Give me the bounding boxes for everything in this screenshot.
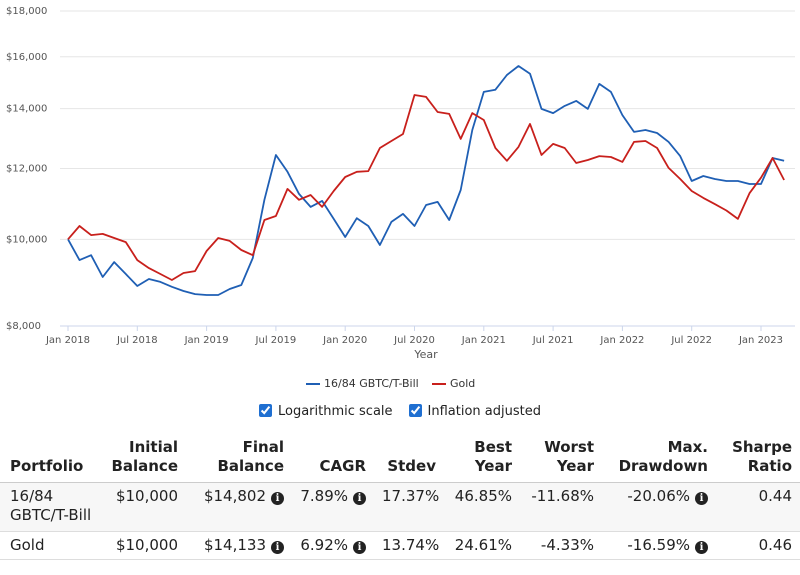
series-line bbox=[67, 94, 785, 281]
legend-item: Gold bbox=[432, 377, 475, 390]
table-cell: 17.37% bbox=[374, 482, 444, 532]
cell-text: $14,133 bbox=[203, 536, 266, 554]
column-header: Sharpe Ratio bbox=[716, 436, 800, 483]
x-tick-label: Jan 2023 bbox=[738, 335, 783, 346]
info-icon[interactable]: i bbox=[271, 492, 284, 505]
column-header: Max. Drawdown bbox=[602, 436, 716, 483]
x-tick-label: Jul 2020 bbox=[393, 335, 435, 346]
y-tick-label: $14,000 bbox=[6, 104, 47, 115]
column-header: Final Balance bbox=[186, 436, 292, 483]
column-header: Initial Balance bbox=[100, 436, 186, 483]
x-tick-label: Jan 2019 bbox=[184, 335, 229, 346]
table-cell: 0.46 bbox=[716, 531, 800, 560]
cell-text: Gold bbox=[10, 536, 45, 554]
column-header: Best Year bbox=[444, 436, 520, 483]
table-row: Gold $10,000 $14,133 i 6.92% i 13.74% 24.61% -4.… bbox=[0, 531, 800, 560]
cell-text: -16.59% bbox=[627, 536, 690, 554]
x-tick-label: Jan 2018 bbox=[45, 335, 90, 346]
cell-text: 0.46 bbox=[758, 536, 792, 554]
cell-text: 7.89% bbox=[300, 487, 348, 505]
info-icon[interactable]: i bbox=[353, 492, 366, 505]
header-row: Portfolio Initial Balance Final Balance CAG… bbox=[0, 436, 800, 483]
info-icon[interactable]: i bbox=[353, 541, 366, 554]
info-icon[interactable]: i bbox=[271, 541, 284, 554]
legend-label: Gold bbox=[450, 377, 475, 390]
checkbox[interactable]: Inflation adjusted bbox=[408, 404, 541, 419]
controls: Logarithmic scale Inflation adjusted bbox=[0, 404, 800, 419]
results-table: Portfolio Initial Balance Final Balance CAG… bbox=[0, 436, 800, 560]
column-header: Worst Year bbox=[520, 436, 602, 483]
table-cell: 46.85% bbox=[444, 482, 520, 532]
table-cell: -16.59% i bbox=[602, 531, 716, 560]
column-header: Stdev bbox=[374, 436, 444, 483]
table-cell: Gold bbox=[0, 531, 100, 560]
cell-text: 24.61% bbox=[454, 536, 512, 554]
cell-text: 0.44 bbox=[758, 487, 792, 505]
cell-text: 16/84 GBTC/T-Bill bbox=[10, 487, 92, 524]
x-tick-label: Jan 2020 bbox=[322, 335, 367, 346]
x-tick-label: Jan 2021 bbox=[461, 335, 506, 346]
table-cell: $14,802 i bbox=[186, 482, 292, 532]
y-tick-label: $10,000 bbox=[6, 234, 47, 245]
cell-text: 17.37% bbox=[382, 487, 440, 505]
table-cell: -4.33% bbox=[520, 531, 602, 560]
cell-text: $10,000 bbox=[115, 487, 178, 505]
table-row: 16/84 GBTC/T-Bill $10,000 $14,802 i 7.89% i 17… bbox=[0, 482, 800, 532]
y-tick-label: $18,000 bbox=[6, 6, 47, 17]
table-cell: -11.68% bbox=[520, 482, 602, 532]
checkbox-label: Inflation adjusted bbox=[427, 404, 541, 419]
table-cell: -20.06% i bbox=[602, 482, 716, 532]
x-axis-title: Year bbox=[413, 348, 438, 361]
x-tick-label: Jul 2019 bbox=[255, 335, 297, 346]
table-cell: $14,133 i bbox=[186, 531, 292, 560]
info-icon[interactable]: i bbox=[695, 541, 708, 554]
cell-text: 6.92% bbox=[300, 536, 348, 554]
cell-text: -4.33% bbox=[540, 536, 594, 554]
table-cell: 0.44 bbox=[716, 482, 800, 532]
checkbox-label: Logarithmic scale bbox=[278, 404, 393, 419]
table-cell: $10,000 bbox=[100, 482, 186, 532]
cell-text: $14,802 bbox=[203, 487, 266, 505]
legend-item: 16/84 GBTC/T-Bill bbox=[306, 377, 419, 390]
cell-text: $10,000 bbox=[115, 536, 178, 554]
series-line bbox=[67, 65, 785, 296]
table-cell: 7.89% i bbox=[292, 482, 374, 532]
checkbox-input[interactable] bbox=[408, 404, 422, 417]
table-cell: 16/84 GBTC/T-Bill bbox=[0, 482, 100, 532]
x-tick-label: Jul 2021 bbox=[532, 335, 574, 346]
table-cell: 13.74% bbox=[374, 531, 444, 560]
x-tick-label: Jan 2022 bbox=[599, 335, 644, 346]
y-tick-label: $8,000 bbox=[6, 321, 41, 332]
table-cell: $10,000 bbox=[100, 531, 186, 560]
x-tick-label: Jul 2022 bbox=[670, 335, 712, 346]
chart: Year $8,000 $10,000 $12,000 $14,000 $16,000 $… bbox=[6, 6, 795, 390]
x-tick-label: Jul 2018 bbox=[116, 335, 158, 346]
cell-text: 13.74% bbox=[382, 536, 440, 554]
cell-text: 46.85% bbox=[454, 487, 512, 505]
info-icon[interactable]: i bbox=[695, 492, 708, 505]
cell-text: -20.06% bbox=[627, 487, 690, 505]
cell-text: -11.68% bbox=[531, 487, 594, 505]
checkbox-input[interactable] bbox=[259, 404, 272, 417]
legend-label: 16/84 GBTC/T-Bill bbox=[324, 377, 419, 390]
column-header: Portfolio bbox=[0, 436, 100, 483]
table-cell: 6.92% i bbox=[292, 531, 374, 560]
y-tick-label: $12,000 bbox=[6, 164, 47, 175]
column-header: CAGR bbox=[292, 436, 374, 483]
y-tick-label: $16,000 bbox=[6, 52, 47, 63]
table-cell: 24.61% bbox=[444, 531, 520, 560]
checkbox[interactable]: Logarithmic scale bbox=[259, 404, 393, 419]
